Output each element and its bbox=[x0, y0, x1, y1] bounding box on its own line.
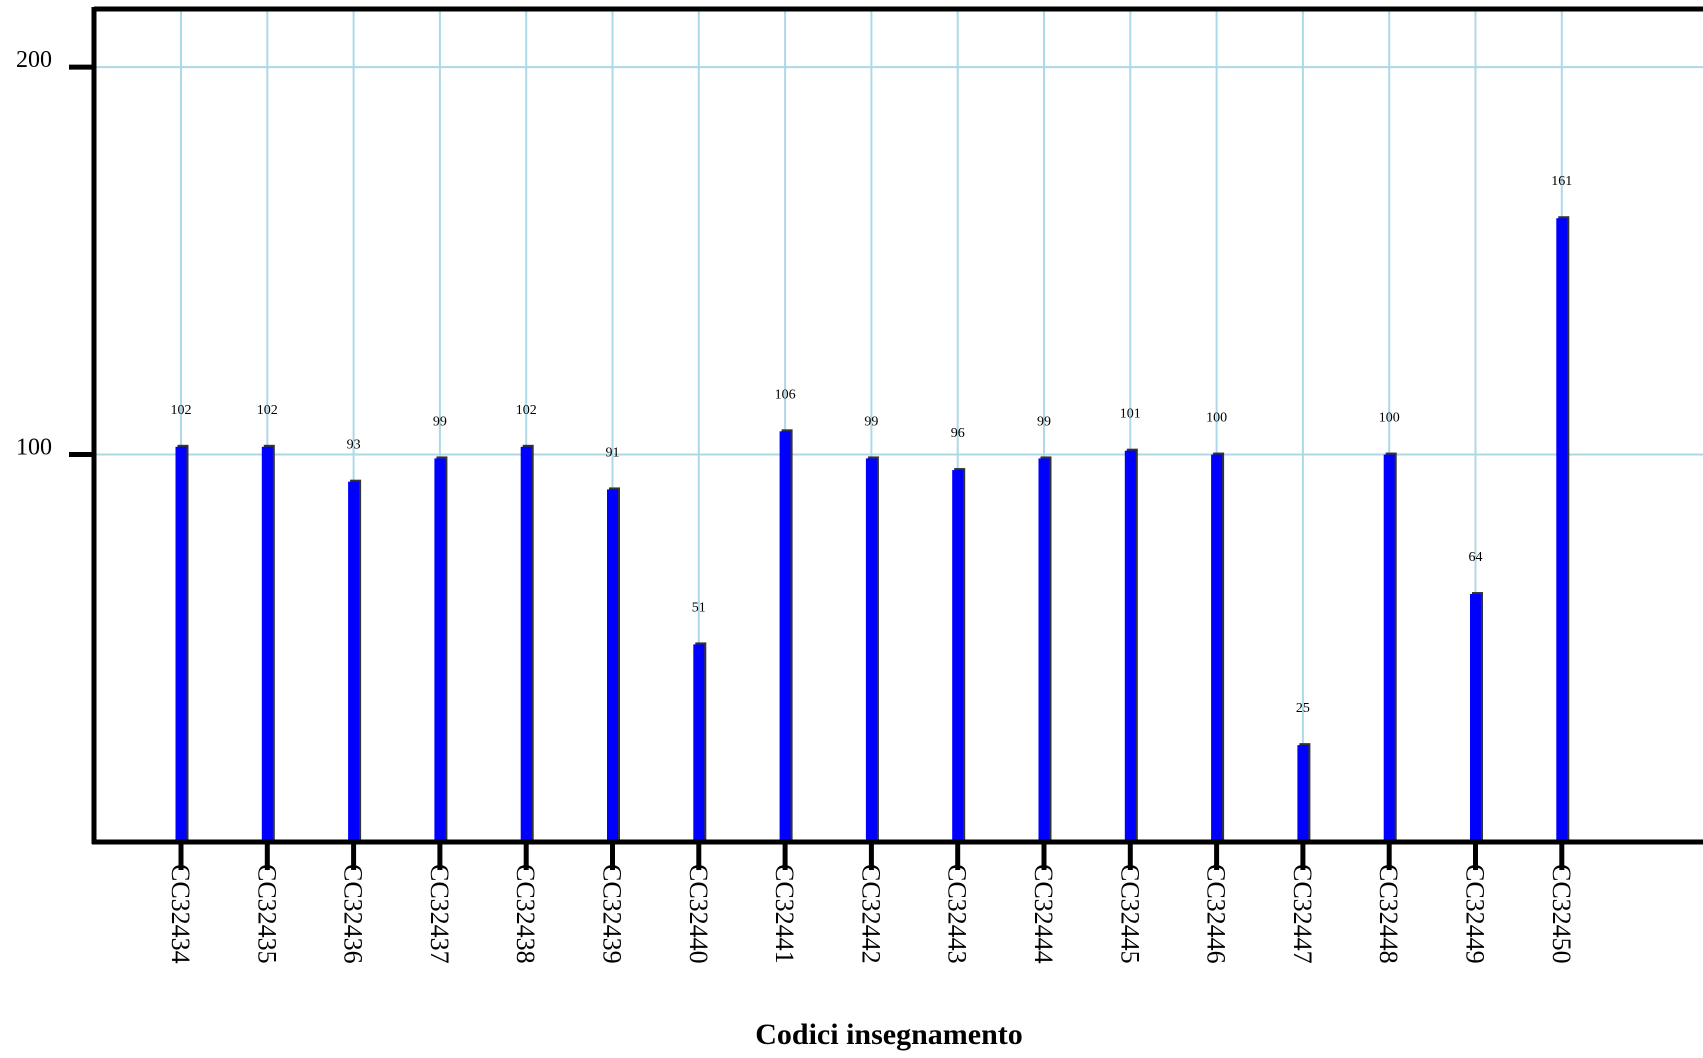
bar-value-label: 100 bbox=[1379, 411, 1400, 426]
bar bbox=[175, 446, 187, 842]
bar bbox=[693, 644, 705, 842]
bar-value-label: 101 bbox=[1120, 407, 1141, 422]
bar-value-label: 99 bbox=[864, 414, 878, 429]
bar bbox=[607, 489, 618, 842]
bar-value-label: 106 bbox=[775, 387, 796, 402]
bar-value-label: 91 bbox=[606, 445, 620, 460]
x-tick-label: CC32446 bbox=[1202, 864, 1231, 964]
bar-value-label: 51 bbox=[692, 600, 706, 615]
x-tick-label: CC32435 bbox=[252, 864, 281, 964]
bar bbox=[779, 431, 791, 842]
bar bbox=[952, 470, 964, 842]
labels: 102 102 93 99 102 91 51 106 99 96 99 101 100 25 100 64 1… bbox=[16, 47, 1576, 964]
x-tick-label: CC32443 bbox=[943, 864, 972, 964]
grid-lines bbox=[94, 9, 1703, 842]
bar bbox=[865, 458, 877, 842]
x-tick-label: CC32434 bbox=[166, 864, 195, 964]
bar-value-label: 161 bbox=[1551, 174, 1572, 189]
axes bbox=[69, 6, 1703, 870]
bar bbox=[1556, 218, 1568, 842]
x-tick-label: CC32437 bbox=[425, 864, 454, 964]
x-axis-title: Codici insegnamento bbox=[755, 1018, 1023, 1051]
bars bbox=[175, 216, 1570, 842]
y-tick-label: 200 bbox=[16, 47, 52, 73]
bar bbox=[434, 458, 446, 842]
x-tick-label: CC32436 bbox=[339, 864, 368, 964]
bar bbox=[1211, 454, 1223, 842]
bar-value-label: 99 bbox=[433, 414, 447, 429]
x-tick-label: CC32445 bbox=[1115, 864, 1144, 964]
x-tick-label: CC32438 bbox=[511, 864, 540, 964]
bar bbox=[348, 481, 360, 842]
bar bbox=[1124, 450, 1136, 842]
bar-value-label: 102 bbox=[257, 403, 278, 418]
x-tick-label: CC32450 bbox=[1547, 864, 1576, 964]
x-tick-label: CC32442 bbox=[856, 864, 885, 964]
bar-value-label: 99 bbox=[1037, 414, 1051, 429]
x-tick-label: CC32440 bbox=[684, 864, 713, 964]
bar bbox=[1383, 454, 1395, 842]
y-tick-label: 100 bbox=[16, 435, 52, 461]
bar-value-label: 96 bbox=[951, 426, 965, 441]
bar-value-label: 100 bbox=[1206, 411, 1227, 426]
bar-value-label: 25 bbox=[1296, 701, 1310, 716]
bar bbox=[1297, 745, 1309, 842]
bar bbox=[520, 446, 532, 842]
x-tick-label: CC32441 bbox=[770, 864, 799, 964]
bar bbox=[261, 446, 273, 842]
x-tick-label: CC32439 bbox=[598, 864, 627, 964]
bar bbox=[1470, 594, 1481, 842]
x-tick-label: CC32449 bbox=[1461, 864, 1490, 964]
bar-value-label: 102 bbox=[516, 403, 537, 418]
x-tick-label: CC32448 bbox=[1374, 864, 1403, 964]
x-tick-label: CC32447 bbox=[1288, 864, 1317, 964]
x-tick-label: CC32444 bbox=[1029, 864, 1058, 964]
bar-value-label: 93 bbox=[347, 438, 361, 453]
bar-value-label: 102 bbox=[171, 403, 192, 418]
bar bbox=[1038, 458, 1050, 842]
bar-value-label: 64 bbox=[1469, 550, 1483, 565]
